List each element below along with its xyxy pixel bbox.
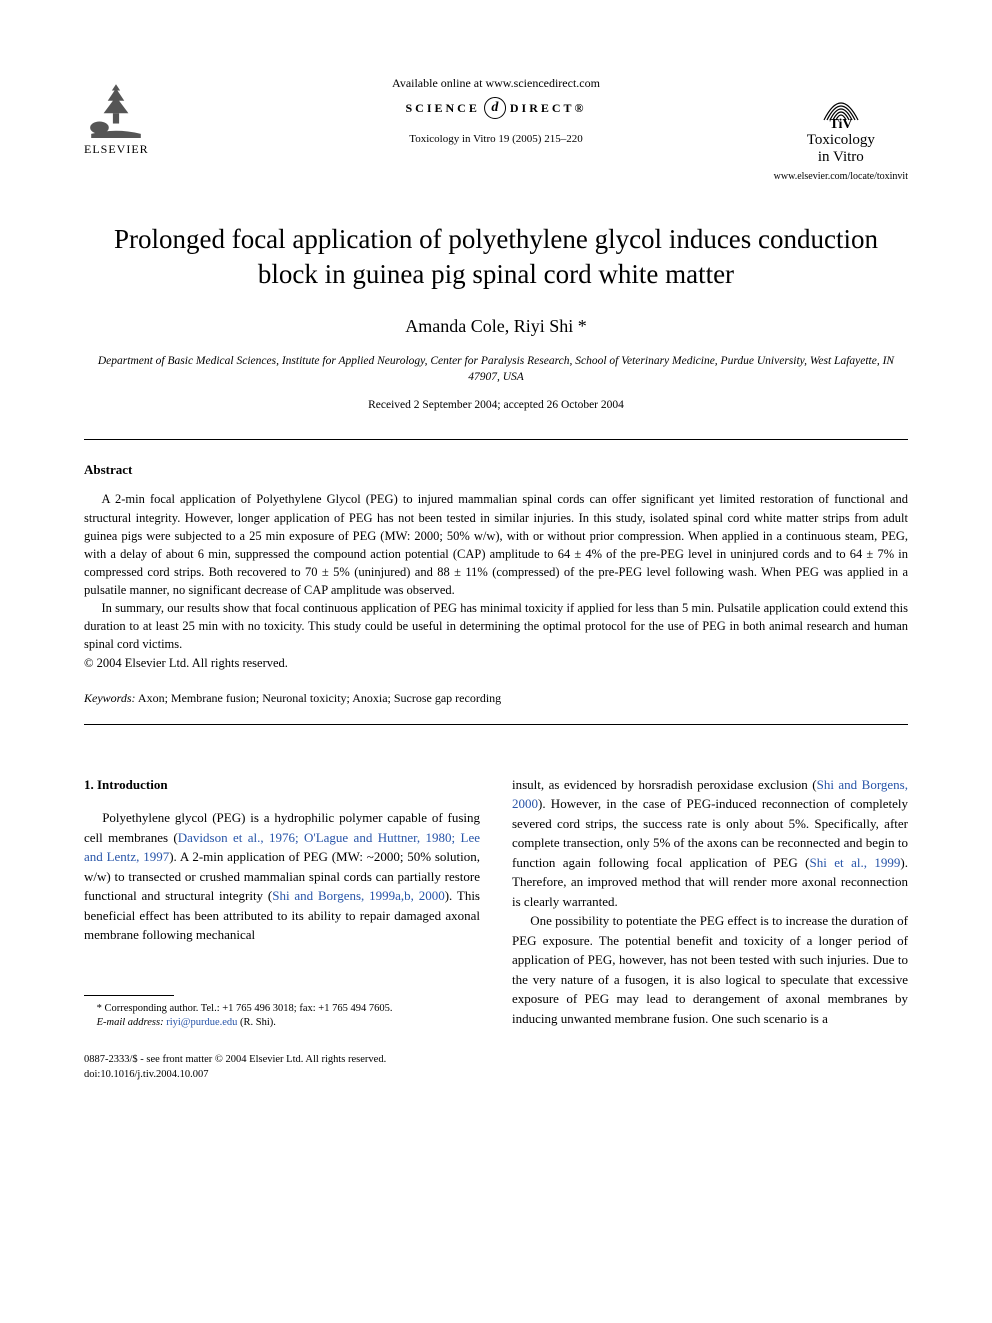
- header-center: Available online at www.sciencedirect.co…: [392, 76, 600, 145]
- journal-url: www.elsevier.com/locate/toxinvit: [774, 171, 908, 182]
- intro-p2: One possibility to potentiate the PEG ef…: [512, 911, 908, 1028]
- email-link[interactable]: riyi@purdue.edu: [166, 1017, 237, 1028]
- divider-bottom: [84, 724, 908, 725]
- email-suffix: (R. Shi).: [237, 1017, 276, 1028]
- affiliation: Department of Basic Medical Sciences, In…: [84, 353, 908, 385]
- sciencedirect-logo: SCIENCE d DIRECT®: [392, 97, 600, 119]
- keywords-text: Axon; Membrane fusion; Neuronal toxicity…: [136, 691, 502, 705]
- footnote-rule: [84, 995, 174, 996]
- abstract-heading: Abstract: [84, 462, 908, 478]
- abstract-copyright: © 2004 Elsevier Ltd. All rights reserved…: [84, 656, 908, 671]
- publisher-name: ELSEVIER: [84, 142, 149, 157]
- left-column: 1. Introduction Polyethylene glycol (PEG…: [84, 775, 480, 1031]
- email-label: E-mail address:: [97, 1017, 167, 1028]
- page-footer: 0887-2333/$ - see front matter © 2004 El…: [84, 1053, 908, 1082]
- authors: Amanda Cole, Riyi Shi *: [84, 316, 908, 337]
- ref-link-4[interactable]: Shi et al., 1999: [810, 855, 901, 870]
- corresponding-footnote: * Corresponding author. Tel.: +1 765 496…: [84, 1002, 480, 1017]
- journal-logo: TiV Toxicology in Vitro www.elsevier.com…: [774, 76, 908, 182]
- journal-name-line2: in Vitro: [818, 149, 864, 165]
- right-column: insult, as evidenced by horsradish perox…: [512, 775, 908, 1031]
- footer-doi: doi:10.1016/j.tiv.2004.10.007: [84, 1068, 908, 1083]
- tiv-fingerprint-icon: TiV: [814, 76, 868, 130]
- abstract-body: A 2-min focal application of Polyethylen…: [84, 490, 908, 653]
- email-footnote: E-mail address: riyi@purdue.edu (R. Shi)…: [84, 1016, 480, 1031]
- received-accepted-dates: Received 2 September 2004; accepted 26 O…: [84, 399, 908, 411]
- sd-left: SCIENCE: [405, 101, 479, 116]
- abstract-section: Abstract A 2-min focal application of Po…: [84, 462, 908, 670]
- abstract-p2: In summary, our results show that focal …: [84, 599, 908, 653]
- keywords-label: Keywords:: [84, 691, 136, 705]
- footer-line1: 0887-2333/$ - see front matter © 2004 El…: [84, 1053, 908, 1068]
- article-title: Prolonged focal application of polyethyl…: [84, 222, 908, 292]
- available-online-text: Available online at www.sciencedirect.co…: [392, 76, 600, 91]
- intro-p1: Polyethylene glycol (PEG) is a hydrophil…: [84, 808, 480, 945]
- elsevier-tree-icon: [85, 76, 147, 138]
- citation-text: Toxicology in Vitro 19 (2005) 215–220: [392, 133, 600, 145]
- page-header: ELSEVIER Available online at www.science…: [84, 76, 908, 182]
- svg-text:TiV: TiV: [829, 117, 852, 130]
- ref-link-2[interactable]: Shi and Borgens, 1999a,b, 2000: [272, 888, 445, 903]
- intro-col2-frag1: insult, as evidenced by horsradish perox…: [512, 777, 817, 792]
- publisher-logo: ELSEVIER: [84, 76, 149, 157]
- journal-name-line1: Toxicology: [807, 132, 875, 148]
- intro-p1-cont: insult, as evidenced by horsradish perox…: [512, 775, 908, 912]
- abstract-p1: A 2-min focal application of Polyethylen…: [84, 490, 908, 599]
- body-columns: 1. Introduction Polyethylene glycol (PEG…: [84, 775, 908, 1031]
- sd-d-icon: d: [484, 97, 506, 119]
- intro-heading: 1. Introduction: [84, 775, 480, 795]
- divider-top: [84, 439, 908, 440]
- sd-right: DIRECT®: [510, 101, 587, 116]
- journal-name: Toxicology in Vitro: [807, 132, 875, 165]
- keywords: Keywords: Axon; Membrane fusion; Neurona…: [84, 691, 908, 706]
